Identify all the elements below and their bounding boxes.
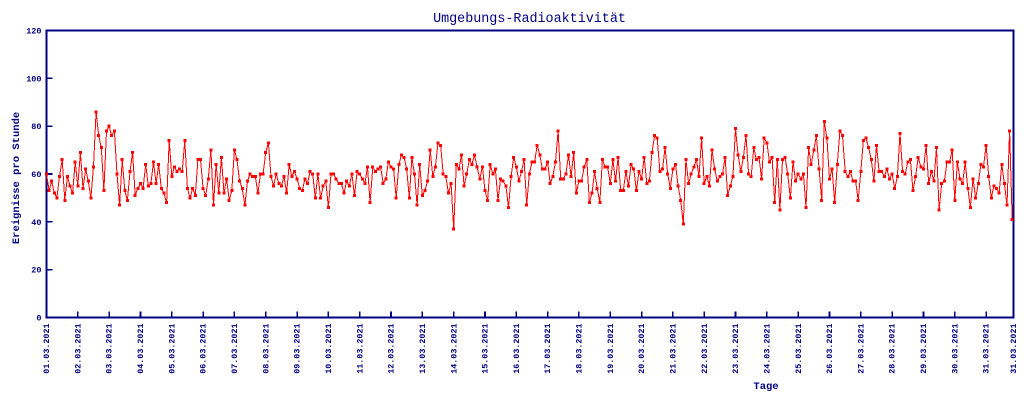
svg-text:03.03.2021: 03.03.2021 [105, 324, 115, 374]
svg-text:29.03.2021: 29.03.2021 [919, 324, 929, 374]
svg-text:09.03.2021: 09.03.2021 [293, 324, 303, 374]
svg-text:05.03.2021: 05.03.2021 [167, 324, 177, 374]
svg-text:19.03.2021: 19.03.2021 [606, 324, 616, 374]
svg-text:27.03.2021: 27.03.2021 [856, 324, 866, 374]
svg-text:28.03.2021: 28.03.2021 [888, 324, 898, 374]
svg-text:06.03.2021: 06.03.2021 [199, 324, 209, 374]
svg-text:14.03.2021: 14.03.2021 [449, 324, 459, 374]
svg-text:23.03.2021: 23.03.2021 [731, 324, 741, 374]
svg-text:31.03.2021: 31.03.2021 [1009, 324, 1019, 374]
svg-text:10.03.2021: 10.03.2021 [324, 324, 334, 374]
svg-text:21.03.2021: 21.03.2021 [669, 324, 679, 374]
svg-text:07.03.2021: 07.03.2021 [230, 324, 240, 374]
svg-text:22.03.2021: 22.03.2021 [700, 324, 710, 374]
svg-text:20.03.2021: 20.03.2021 [637, 324, 647, 374]
svg-text:25.03.2021: 25.03.2021 [794, 324, 804, 374]
svg-text:08.03.2021: 08.03.2021 [261, 324, 271, 374]
svg-text:Ereignisse pro Stunde: Ereignisse pro Stunde [11, 112, 23, 244]
svg-text:15.03.2021: 15.03.2021 [481, 324, 491, 374]
svg-text:20: 20 [31, 266, 41, 276]
svg-text:01.03.2021: 01.03.2021 [42, 324, 52, 374]
svg-text:60: 60 [31, 170, 41, 180]
svg-text:04.03.2021: 04.03.2021 [136, 324, 146, 374]
svg-text:26.03.2021: 26.03.2021 [825, 324, 835, 374]
svg-text:31.03.2021: 31.03.2021 [982, 324, 992, 374]
svg-text:Umgebungs-Radioaktivität: Umgebungs-Radioaktivität [433, 12, 626, 27]
svg-text:17.03.2021: 17.03.2021 [543, 324, 553, 374]
svg-text:24.03.2021: 24.03.2021 [763, 324, 773, 374]
svg-text:80: 80 [31, 122, 41, 132]
svg-text:100: 100 [26, 74, 41, 84]
svg-text:11.03.2021: 11.03.2021 [355, 324, 365, 374]
svg-text:Tage: Tage [753, 381, 778, 393]
svg-text:12.03.2021: 12.03.2021 [387, 324, 397, 374]
svg-text:40: 40 [31, 218, 41, 228]
svg-text:02.03.2021: 02.03.2021 [73, 324, 83, 374]
svg-text:18.03.2021: 18.03.2021 [575, 324, 585, 374]
svg-text:120: 120 [26, 27, 41, 37]
svg-text:16.03.2021: 16.03.2021 [512, 324, 522, 374]
svg-text:30.03.2021: 30.03.2021 [950, 324, 960, 374]
svg-text:13.03.2021: 13.03.2021 [418, 324, 428, 374]
svg-text:0: 0 [36, 314, 41, 324]
